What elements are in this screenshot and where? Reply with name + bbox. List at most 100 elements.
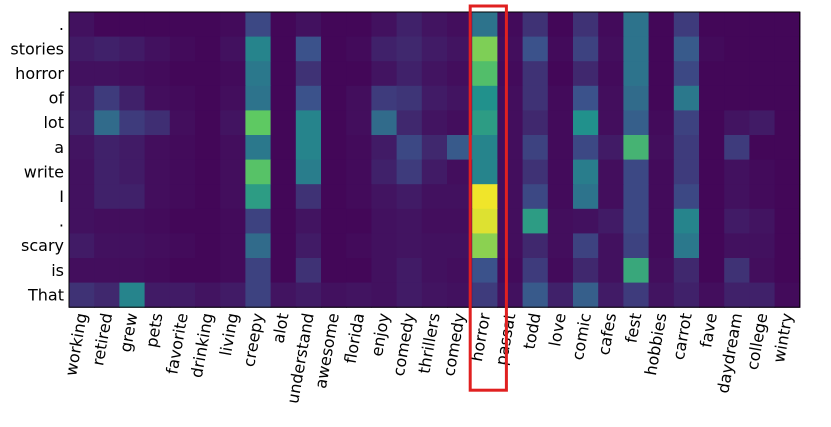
heatmap-cell (195, 135, 221, 161)
heatmap-cell (321, 61, 347, 87)
y-tick-label: of (49, 89, 65, 108)
heatmap-cell (497, 282, 524, 308)
heatmap-cell (522, 184, 549, 210)
heatmap-cell (346, 258, 372, 284)
heatmap-cell (421, 184, 448, 210)
heatmap-cell (119, 135, 146, 161)
heatmap-cell (69, 208, 95, 234)
heatmap-cell (119, 12, 146, 38)
heatmap-cell (598, 12, 624, 38)
heatmap-cell (195, 233, 221, 259)
heatmap-cell (69, 258, 95, 284)
heatmap-cell (673, 61, 700, 87)
heatmap-cell (119, 61, 146, 87)
heatmap-cell (396, 61, 423, 87)
heatmap-cell (144, 61, 171, 87)
heatmap-cell (69, 159, 95, 185)
heatmap-cell (472, 184, 498, 210)
heatmap-cell (119, 282, 146, 308)
heatmap-cell (220, 36, 246, 62)
heatmap-cell (69, 12, 95, 38)
heatmap-cell (749, 258, 776, 284)
x-tick-label: college (743, 312, 772, 372)
heatmap-cell (245, 61, 272, 87)
heatmap-cell (774, 233, 801, 259)
heatmap-cell (724, 184, 750, 210)
heatmap-cell (749, 85, 776, 111)
heatmap-cell (421, 85, 448, 111)
x-tick-label: fave (696, 312, 721, 350)
heatmap-cell (749, 159, 776, 185)
heatmap-cell (497, 12, 524, 38)
heatmap-cell (69, 233, 95, 259)
heatmap-cell (169, 85, 196, 111)
heatmap-cell (144, 36, 171, 62)
heatmap-cell (547, 12, 574, 38)
heatmap-cell (699, 135, 725, 161)
heatmap-cell (371, 258, 398, 284)
heatmap-cell (774, 36, 801, 62)
heatmap-cell (673, 282, 700, 308)
heatmap-cell (270, 110, 297, 136)
heatmap-cell (724, 110, 750, 136)
heatmap-cell (547, 233, 574, 259)
heatmap-cell (648, 208, 675, 234)
x-tick-label: drinking (187, 312, 217, 380)
heatmap-cell (648, 61, 675, 87)
heatmap-cell (119, 233, 146, 259)
heatmap-cell (195, 36, 221, 62)
heatmap-cell (472, 85, 498, 111)
heatmap-cell (497, 135, 524, 161)
heatmap-cell (547, 258, 574, 284)
heatmap-cell (396, 282, 423, 308)
heatmap-cell (169, 184, 196, 210)
heatmap-cell (371, 36, 398, 62)
heatmap-cell (648, 159, 675, 185)
heatmap-cell (648, 282, 675, 308)
heatmap-cell (472, 282, 498, 308)
heatmap-cell (396, 36, 423, 62)
heatmap-cell (648, 110, 675, 136)
heatmap-cell (421, 159, 448, 185)
heatmap-cell (573, 110, 599, 136)
heatmap-cell (673, 36, 700, 62)
heatmap-cell (69, 135, 95, 161)
heatmap-cell (321, 282, 347, 308)
heatmap-cell (522, 282, 549, 308)
heatmap-cell (94, 85, 120, 111)
x-tick-label: love (545, 312, 570, 348)
heatmap-cell (447, 85, 473, 111)
heatmap-cell (195, 258, 221, 284)
y-tick-label: That (27, 285, 64, 304)
y-tick-label: stories (10, 39, 64, 58)
x-tick-label: pets (142, 312, 167, 349)
heatmap-cell (69, 110, 95, 136)
heatmap-cell (497, 61, 524, 87)
heatmap-cell (447, 233, 473, 259)
heatmap-cell (648, 233, 675, 259)
heatmap-cell (447, 208, 473, 234)
heatmap-cell (270, 61, 297, 87)
heatmap-cell (220, 85, 246, 111)
heatmap-cell (396, 85, 423, 111)
heatmap-cell (547, 184, 574, 210)
heatmap-cell (522, 159, 549, 185)
y-tick-label: lot (43, 113, 64, 132)
heatmap-cell (396, 233, 423, 259)
y-tick-labels: . stories horror of lot a write I. scary is That (10, 15, 64, 305)
heatmap-cell (749, 61, 776, 87)
heatmap-cell (421, 135, 448, 161)
heatmap-cell (321, 85, 347, 111)
heatmap-cell (295, 159, 322, 185)
x-tick-label: comedy (389, 312, 419, 378)
heatmap-cell (648, 258, 675, 284)
heatmap-cell (169, 36, 196, 62)
heatmap-cell (220, 208, 246, 234)
heatmap-cell (295, 233, 322, 259)
heatmap-cell (396, 208, 423, 234)
heatmap-cell (371, 12, 398, 38)
heatmap-cell (623, 135, 650, 161)
heatmap-cell (144, 208, 171, 234)
heatmap-cell (774, 135, 801, 161)
heatmap-cell (547, 36, 574, 62)
